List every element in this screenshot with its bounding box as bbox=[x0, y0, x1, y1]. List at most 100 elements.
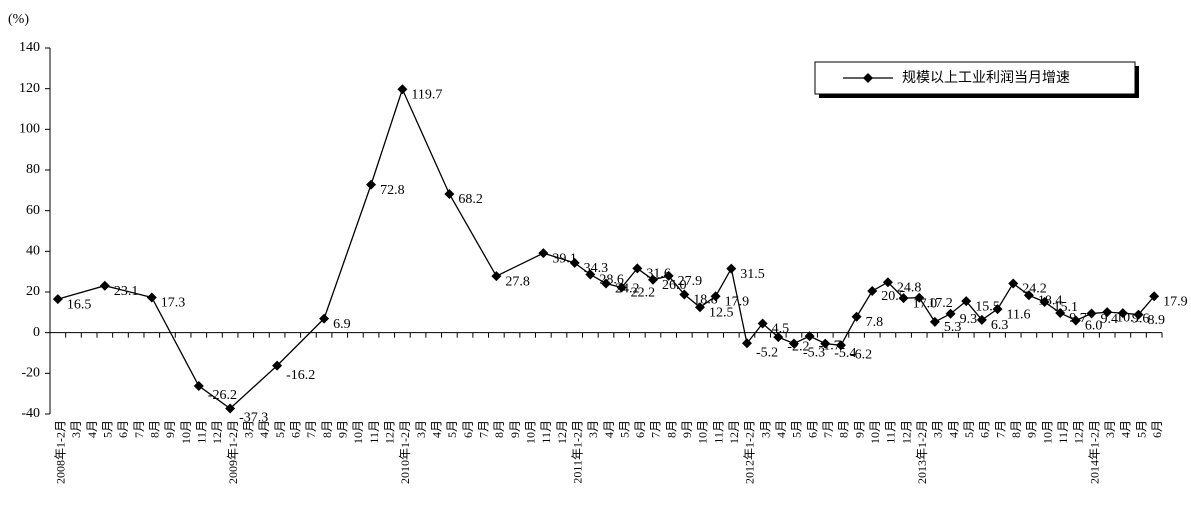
y-tick-label: 40 bbox=[26, 244, 40, 259]
data-label: -16.2 bbox=[286, 368, 315, 383]
point-marker bbox=[538, 248, 549, 259]
point-marker bbox=[992, 304, 1003, 315]
data-label: -5.3 bbox=[803, 346, 825, 361]
x-tick-label: 5月 bbox=[962, 420, 976, 438]
point-marker bbox=[1117, 308, 1128, 319]
x-tick-label: 5月 bbox=[1134, 420, 1148, 438]
x-tick-label: 7月 bbox=[132, 420, 146, 438]
point-marker bbox=[99, 280, 110, 291]
data-label: 68.2 bbox=[458, 192, 483, 207]
point-marker bbox=[867, 285, 878, 296]
point-marker bbox=[1039, 296, 1050, 307]
data-label: 17.9 bbox=[725, 294, 750, 309]
data-label: -37.3 bbox=[239, 411, 268, 426]
y-tick-label: -40 bbox=[21, 406, 40, 421]
x-tick-label: 11月 bbox=[884, 420, 898, 444]
data-label: 7.8 bbox=[866, 315, 884, 330]
x-tick-label: 2009年1-2月 bbox=[226, 420, 240, 484]
data-label: -5.2 bbox=[756, 345, 778, 360]
x-tick-label: 10月 bbox=[868, 420, 882, 444]
point-marker bbox=[726, 263, 737, 274]
point-marker bbox=[961, 296, 972, 307]
x-tick-label: 4月 bbox=[774, 420, 788, 438]
x-tick-label: 9月 bbox=[508, 420, 522, 438]
x-tick-label: 11月 bbox=[195, 420, 209, 444]
point-marker bbox=[694, 302, 705, 313]
x-tick-label: 2008年1-2月 bbox=[54, 420, 68, 484]
y-tick-label: 0 bbox=[33, 325, 40, 340]
y-tick-label: -20 bbox=[21, 366, 40, 381]
data-label: 119.7 bbox=[411, 87, 442, 102]
x-tick-label: 8月 bbox=[664, 420, 678, 438]
point-marker bbox=[820, 338, 831, 349]
point-marker bbox=[1070, 315, 1081, 326]
x-tick-label: 9月 bbox=[163, 420, 177, 438]
y-tick-label: 140 bbox=[19, 40, 40, 55]
point-marker bbox=[929, 316, 940, 327]
point-marker bbox=[710, 291, 721, 302]
x-tick-label: 10月 bbox=[351, 420, 365, 444]
x-tick-label: 12月 bbox=[555, 420, 569, 444]
point-marker bbox=[882, 277, 893, 288]
x-tick-label: 7月 bbox=[304, 420, 318, 438]
x-tick-label: 5月 bbox=[617, 420, 631, 438]
x-tick-label: 10月 bbox=[696, 420, 710, 444]
data-label: 17.2 bbox=[928, 296, 953, 311]
x-tick-label: 11月 bbox=[711, 420, 725, 444]
point-marker bbox=[1086, 308, 1097, 319]
x-tick-label: 4月 bbox=[602, 420, 616, 438]
data-label: 26.0 bbox=[662, 278, 687, 293]
data-label: -6.2 bbox=[850, 347, 872, 362]
point-marker bbox=[663, 270, 674, 281]
data-label: 6.3 bbox=[991, 318, 1009, 333]
point-marker bbox=[914, 292, 925, 303]
y-tick-label: 120 bbox=[19, 81, 40, 96]
x-tick-label: 8月 bbox=[1009, 420, 1023, 438]
x-tick-label: 12月 bbox=[210, 420, 224, 444]
legend-marker bbox=[863, 73, 873, 83]
data-label: 6.0 bbox=[1085, 319, 1103, 334]
x-tick-label: 5月 bbox=[101, 420, 115, 438]
x-tick-label: 2012年1-2月 bbox=[743, 420, 757, 484]
x-tick-label: 11月 bbox=[367, 420, 381, 444]
data-label: 6.9 bbox=[333, 317, 351, 332]
point-marker bbox=[319, 313, 330, 324]
point-marker bbox=[835, 340, 846, 351]
x-tick-label: 2011年1-2月 bbox=[570, 420, 584, 484]
x-tick-label: 3月 bbox=[1103, 420, 1117, 438]
data-label: 27.8 bbox=[505, 274, 530, 289]
x-tick-label: 12月 bbox=[1072, 420, 1086, 444]
point-marker bbox=[851, 311, 862, 322]
x-tick-label: 6月 bbox=[633, 420, 647, 438]
point-marker bbox=[757, 318, 768, 329]
x-tick-label: 10月 bbox=[179, 420, 193, 444]
point-marker bbox=[976, 314, 987, 325]
x-tick-label: 7月 bbox=[649, 420, 663, 438]
point-marker bbox=[1149, 291, 1160, 302]
data-label: 8.9 bbox=[1148, 313, 1166, 328]
x-tick-label: 4月 bbox=[1119, 420, 1133, 438]
x-tick-label: 12月 bbox=[899, 420, 913, 444]
data-label: 17.3 bbox=[161, 296, 186, 311]
x-tick-label: 3月 bbox=[242, 420, 256, 438]
data-label: 12.5 bbox=[709, 305, 734, 320]
point-marker bbox=[788, 338, 799, 349]
x-tick-label: 2010年1-2月 bbox=[398, 420, 412, 484]
x-tick-label: 5月 bbox=[445, 420, 459, 438]
x-tick-label: 11月 bbox=[1056, 420, 1070, 444]
data-label: 27.9 bbox=[678, 274, 703, 289]
point-marker bbox=[773, 332, 784, 343]
point-marker bbox=[616, 282, 627, 293]
point-marker bbox=[585, 269, 596, 280]
x-tick-label: 4月 bbox=[85, 420, 99, 438]
point-marker bbox=[193, 380, 204, 391]
x-tick-label: 4月 bbox=[946, 420, 960, 438]
x-tick-label: 6月 bbox=[978, 420, 992, 438]
x-tick-label: 8月 bbox=[837, 420, 851, 438]
x-tick-label: 6月 bbox=[1150, 420, 1164, 438]
point-marker bbox=[1055, 307, 1066, 318]
data-label: 9.3 bbox=[960, 312, 978, 327]
y-tick-label: 20 bbox=[26, 284, 40, 299]
data-label: 16.5 bbox=[67, 297, 92, 312]
x-tick-label: 4月 bbox=[257, 420, 271, 438]
